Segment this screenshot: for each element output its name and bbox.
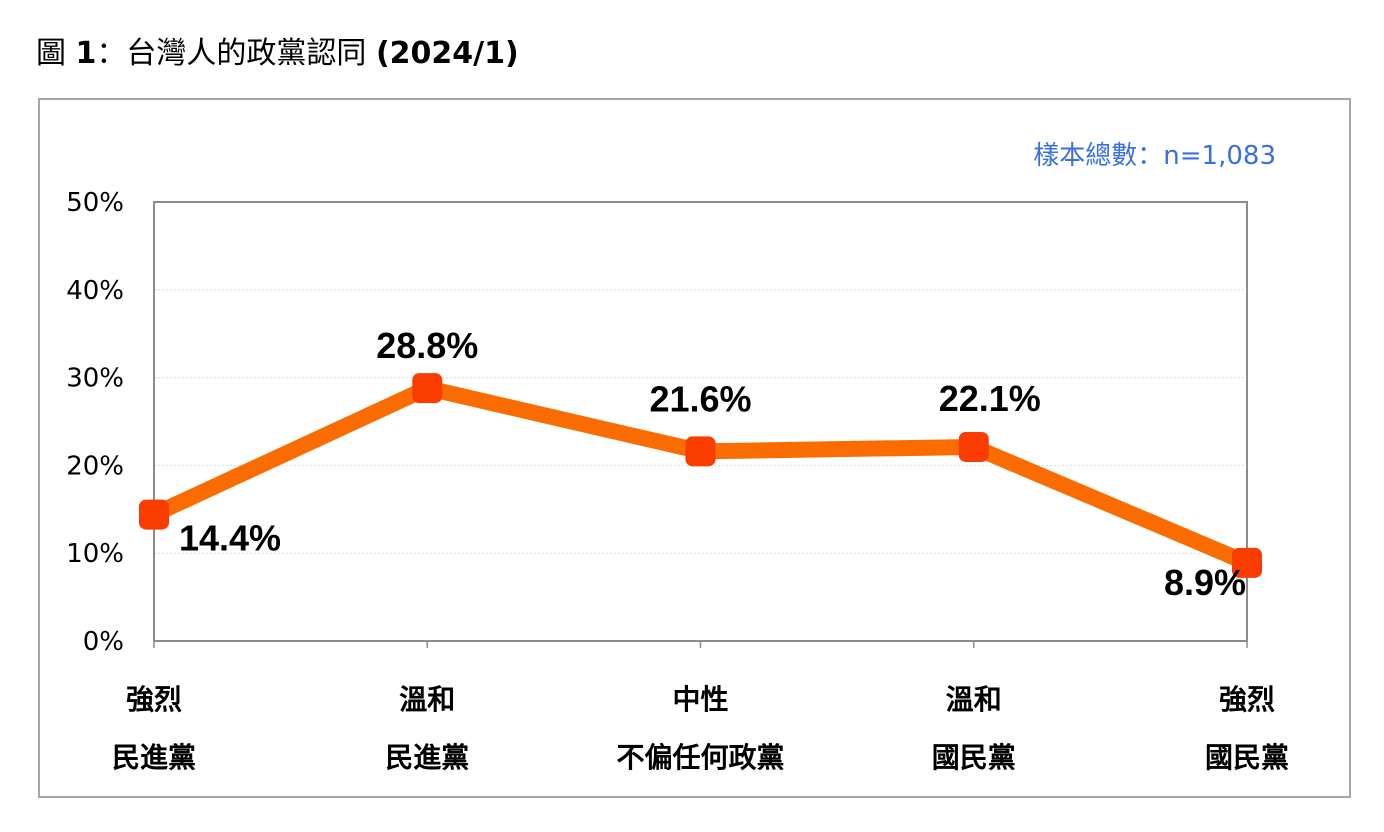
data-label: 21.6% — [649, 378, 751, 419]
figure-title-number: 1 — [75, 36, 97, 71]
x-category-label: 不偏任何政黨 — [616, 741, 784, 774]
figure-title-prefix: 圖 — [36, 36, 66, 71]
y-tick-label: 10% — [66, 539, 124, 569]
x-category-label: 民進黨 — [385, 741, 469, 774]
x-category-label: 國民黨 — [932, 741, 1016, 774]
figure-title-separator: ： — [96, 36, 127, 71]
data-label: 22.1% — [939, 378, 1041, 419]
data-point-marker — [139, 499, 169, 530]
data-point-marker — [685, 436, 716, 467]
data-label: 28.8% — [376, 325, 478, 366]
sample-size-note: 樣本總數：n=1,083 — [1033, 141, 1276, 171]
x-category-label: 強烈 — [126, 683, 182, 716]
y-tick-label: 30% — [66, 364, 124, 394]
figure-title: 圖 1：台灣人的政黨認同 (2024/1) — [36, 32, 519, 76]
x-category-label: 國民黨 — [1205, 741, 1289, 774]
x-category-label: 溫和 — [946, 683, 1002, 716]
data-point-marker — [412, 373, 443, 404]
x-category-label: 強烈 — [1219, 683, 1275, 716]
y-tick-label: 40% — [66, 276, 124, 306]
x-category-label: 中性 — [672, 683, 728, 716]
data-point-marker — [958, 431, 989, 462]
x-category-label: 溫和 — [399, 683, 455, 716]
figure-title-text: 台灣人的政黨認同 — [126, 36, 367, 71]
y-tick-label: 50% — [66, 188, 124, 218]
y-tick-label: 0% — [83, 627, 124, 657]
data-label: 8.9% — [1164, 562, 1246, 603]
y-tick-label: 20% — [66, 451, 124, 481]
data-label: 14.4% — [179, 518, 281, 559]
plot-area-border — [153, 201, 1248, 642]
figure-title-date: (2024/1) — [375, 36, 519, 71]
x-category-label: 民進黨 — [112, 741, 196, 774]
data-point-marker — [1232, 547, 1262, 578]
